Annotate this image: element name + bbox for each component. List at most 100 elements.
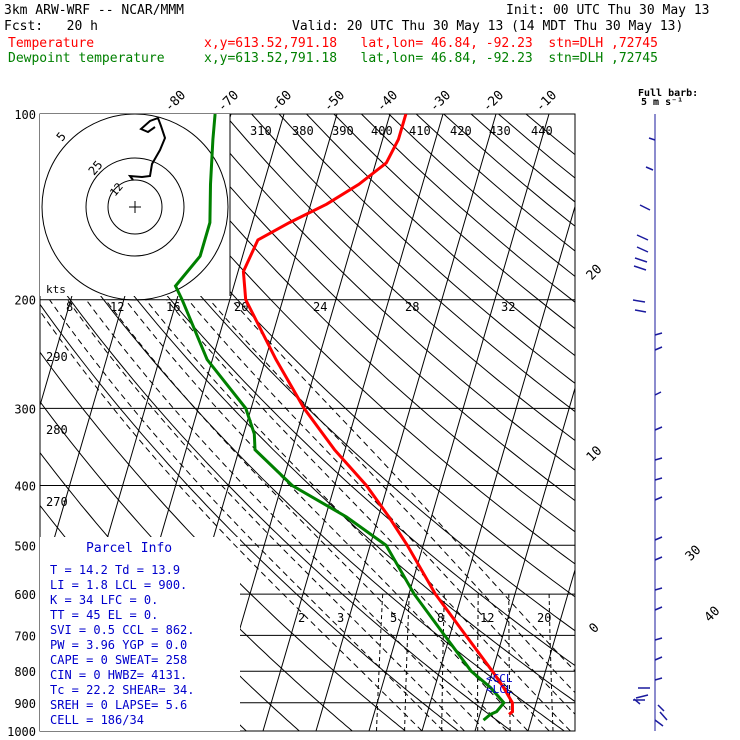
- dry-adiabat-line: [59, 114, 575, 632]
- dry-adiabat-line: [470, 114, 575, 203]
- moist-adiabat-line: [209, 299, 575, 694]
- ccl-marker: <CCL: [486, 672, 513, 685]
- isotherm-label: 20: [584, 262, 606, 284]
- dry-adiabat-line: [40, 257, 512, 731]
- svg-text:430: 430: [489, 124, 511, 138]
- theta-labels: 310 380 390 400 410 420 430 440 290 280 …: [46, 124, 553, 509]
- moist-adiabat-line: [105, 299, 508, 731]
- isotherm-labels: -80 -70 -60 -50 -40 -30 -20 -10 0 10 20 30 40: [162, 88, 723, 637]
- isotherm-label: -40: [374, 88, 401, 115]
- isotherm-label: -30: [427, 88, 454, 115]
- pressure-tick-label: 400: [14, 479, 36, 493]
- parcel-row: K = 34 LFC = 0.: [50, 593, 158, 607]
- isotherm-label: 40: [702, 604, 724, 626]
- moist-adiabats: [40, 299, 575, 731]
- isotherm-label: 30: [683, 543, 705, 565]
- parcel-row: Tc = 22.2 SHEAR= 34.: [50, 683, 195, 697]
- plot-frame: [39, 113, 576, 732]
- pressure-tick-label: 1000: [7, 725, 36, 739]
- moist-adiabat-line: [187, 299, 575, 715]
- svg-text:440: 440: [531, 124, 553, 138]
- pressure-tick-label: 600: [14, 588, 36, 602]
- isotherm-line: [262, 114, 444, 731]
- dry-adiabat-line: [141, 114, 575, 533]
- pressure-tick-label: 200: [14, 294, 36, 308]
- isotherm-label: -20: [480, 88, 507, 115]
- dry-adiabat-line: [498, 114, 575, 179]
- dry-adiabat-line: [40, 303, 459, 731]
- svg-text:28: 28: [405, 300, 419, 314]
- isotherm-line: [368, 114, 550, 731]
- isotherm-label: -10: [533, 88, 560, 115]
- svg-text:5 m s⁻¹: 5 m s⁻¹: [641, 97, 683, 108]
- isotherm-line: [527, 568, 575, 731]
- svg-text:8: 8: [437, 611, 444, 625]
- svg-text:Full barb:: Full barb:: [638, 88, 698, 99]
- isotherm-label: -70: [215, 88, 242, 115]
- dry-adiabat-line: [223, 114, 575, 442]
- isotherm-label: 10: [584, 443, 606, 465]
- pressure-tick-label: 100: [14, 108, 36, 122]
- isotherm-label: 0: [586, 620, 602, 636]
- svg-text:420: 420: [450, 124, 472, 138]
- svg-text:2: 2: [298, 611, 305, 625]
- svg-text:3: 3: [337, 611, 344, 625]
- dry-adiabat-line: [196, 114, 575, 471]
- parcel-row: TT = 45 EL = 0.: [50, 608, 158, 622]
- forecast-hour: Fcst: 20 h: [4, 19, 98, 34]
- parcel-row: CELL = 186/34: [50, 713, 144, 727]
- isotherm-label: -50: [321, 88, 348, 115]
- parcel-info-title: Parcel Info: [86, 541, 172, 556]
- init-time: Init: 00 UTC Thu 30 May 13: [506, 3, 710, 18]
- mixing-ratio-lower-labels: 2 3 5 8 12 20: [298, 611, 551, 625]
- hodograph-trace: [127, 116, 167, 181]
- dry-adiabat-line: [525, 114, 575, 156]
- svg-text:12: 12: [480, 611, 494, 625]
- parcel-row: PW = 3.96 YGP = 0.0: [50, 638, 187, 652]
- svg-text:20: 20: [537, 611, 551, 625]
- isotherm-label: -80: [162, 88, 189, 115]
- mixing-ratio-line: [404, 594, 410, 731]
- hodo-ring-outer: [41, 113, 229, 301]
- svg-text:280: 280: [46, 423, 68, 437]
- dry-adiabat-line: [443, 114, 575, 227]
- dry-adiabat-line: [86, 114, 575, 598]
- svg-text:8: 8: [66, 300, 73, 314]
- mixing-ratio-line: [548, 594, 554, 731]
- dry-adiabat-line: [306, 114, 575, 357]
- sounding-traces: [173, 114, 515, 722]
- moist-adiabat-line: [40, 310, 423, 731]
- legend-temperature-location: x,y=613.52,791.18 lat,lon= 46.84, -92.23…: [204, 36, 658, 51]
- level-markers: <CCL <LCL: [486, 672, 513, 696]
- isotherm-label: -60: [268, 88, 295, 115]
- parcel-row: LI = 1.8 LCL = 900.: [50, 578, 187, 592]
- svg-text:32: 32: [501, 300, 515, 314]
- dry-adiabat-line: [333, 114, 575, 330]
- svg-text:5: 5: [390, 611, 397, 625]
- mixing-ratio-line: [376, 594, 384, 731]
- svg-text:390: 390: [332, 124, 354, 138]
- dry-adiabat-line: [168, 114, 575, 502]
- moist-adiabat-line: [166, 299, 571, 731]
- parcel-row: SREH = 0 LAPSE= 5.6: [50, 698, 187, 712]
- dry-adiabat-line: [114, 114, 575, 565]
- dry-adiabat-line: [251, 114, 575, 413]
- svg-text:24: 24: [313, 300, 327, 314]
- pressure-tick-label: 800: [14, 665, 36, 679]
- svg-text:290: 290: [46, 350, 68, 364]
- mixing-ratio-upper-labels: 8 12 16 20 24 28 32: [66, 300, 515, 314]
- barb-legend: Full barb: 5 m s⁻¹: [638, 88, 698, 108]
- parcel-row: SVI = 0.5 CCL = 862.: [50, 623, 195, 637]
- moist-adiabat-line: [67, 299, 465, 731]
- hodograph: 5 25 12 kts: [40, 113, 231, 301]
- hodo-ring-inner: [107, 179, 163, 235]
- isotherm-line: [315, 114, 497, 731]
- dry-adiabat-line: [40, 167, 575, 703]
- parcel-row: CAPE = 0 SWEAT= 258: [50, 653, 187, 667]
- svg-text:12: 12: [110, 300, 124, 314]
- pressure-labels: 100 200 300 400 500 600 700 800 900 1000: [7, 108, 36, 739]
- isotherm-line: [634, 114, 740, 731]
- valid-time: Valid: 20 UTC Thu 30 May 13 (14 MDT Thu …: [292, 19, 684, 34]
- moist-adiabat-line: [49, 299, 444, 731]
